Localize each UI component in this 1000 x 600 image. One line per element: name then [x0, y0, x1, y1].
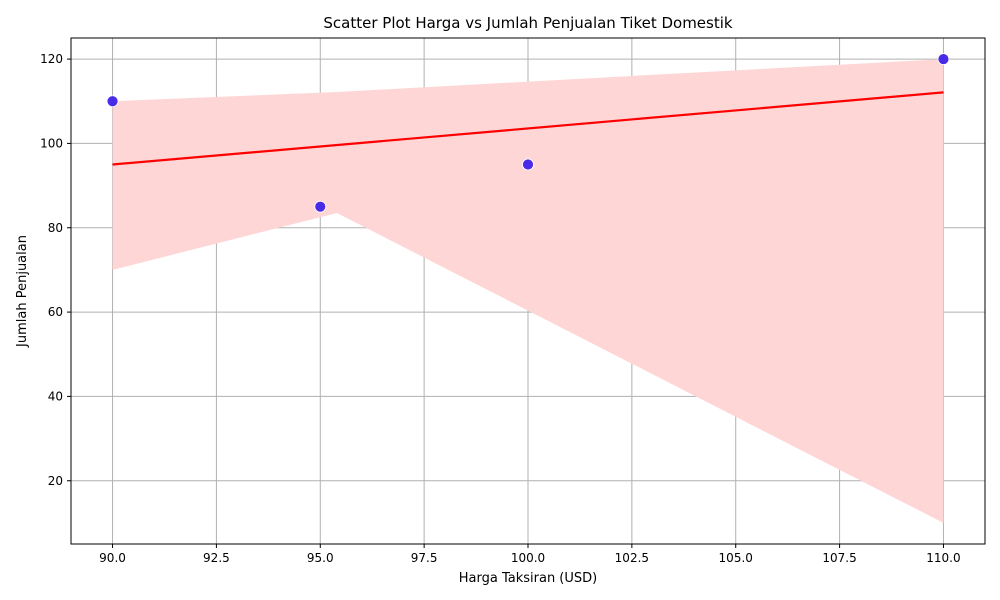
data-point — [106, 95, 119, 108]
data-point — [314, 200, 327, 213]
line-layer — [112, 91, 944, 166]
x-tick-label: 105.0 — [719, 551, 753, 565]
y-tick-label: 40 — [48, 389, 63, 403]
y-tick-label: 20 — [48, 474, 63, 488]
data-point — [937, 53, 950, 65]
x-tick-label: 95.0 — [307, 551, 334, 565]
y-axis-label: Jumlah Penjualan — [15, 235, 30, 348]
y-tick-label: 80 — [48, 221, 63, 235]
y-tick-label: 60 — [48, 305, 63, 319]
x-tick-label: 102.5 — [615, 551, 649, 565]
x-tick-label: 97.5 — [411, 551, 438, 565]
x-axis-label: Harga Taksiran (USD) — [459, 571, 597, 586]
x-tick-label: 92.5 — [203, 551, 230, 565]
x-tick-label: 100.0 — [511, 551, 545, 565]
y-tick-label: 120 — [40, 52, 63, 66]
x-tick-label: 107.5 — [822, 551, 856, 565]
band-layer — [112, 59, 944, 523]
point-layer — [106, 53, 950, 213]
confidence-band — [112, 59, 944, 523]
x-tick-label: 90.0 — [99, 551, 126, 565]
y-tick-label: 100 — [40, 136, 63, 150]
trend-line — [112, 91, 944, 166]
x-tick-label: 110.0 — [926, 551, 960, 565]
data-point — [522, 158, 534, 171]
tick-layer: 90.0 92.5 95.0 97.5 100.0 102.5 105.0 107.5 110.… — [40, 52, 961, 565]
chart-title: Scatter Plot Harga vs Jumlah Penjualan T… — [323, 14, 732, 32]
